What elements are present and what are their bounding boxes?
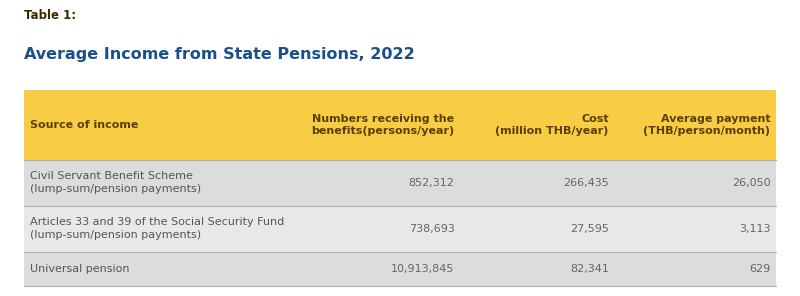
Text: 10,913,845: 10,913,845	[391, 264, 454, 274]
Text: 3,113: 3,113	[739, 224, 770, 234]
Text: Table 1:: Table 1:	[24, 9, 76, 22]
Bar	[24, 206, 776, 252]
Text: Cost
(million THB/year): Cost (million THB/year)	[495, 114, 609, 136]
Bar	[24, 160, 776, 206]
Text: Source of income: Source of income	[30, 120, 138, 130]
Text: Universal pension: Universal pension	[30, 264, 129, 274]
Text: 738,693: 738,693	[409, 224, 454, 234]
Text: Civil Servant Benefit Scheme
(lump-sum/pension payments): Civil Servant Benefit Scheme (lump-sum/p…	[30, 171, 201, 194]
Bar	[24, 90, 776, 160]
Text: 82,341: 82,341	[570, 264, 609, 274]
Text: Average payment
(THB/person/month): Average payment (THB/person/month)	[643, 114, 770, 136]
Text: 26,050: 26,050	[732, 178, 770, 188]
Text: 852,312: 852,312	[409, 178, 454, 188]
Text: Numbers receiving the
benefits(persons/year): Numbers receiving the benefits(persons/y…	[311, 114, 454, 136]
Text: 266,435: 266,435	[563, 178, 609, 188]
Bar	[24, 252, 776, 286]
Text: Articles 33 and 39 of the Social Security Fund
(lump-sum/pension payments): Articles 33 and 39 of the Social Securit…	[30, 217, 284, 240]
Text: Average Income from State Pensions, 2022: Average Income from State Pensions, 2022	[24, 47, 414, 62]
Text: 629: 629	[749, 264, 770, 274]
Text: 27,595: 27,595	[570, 224, 609, 234]
